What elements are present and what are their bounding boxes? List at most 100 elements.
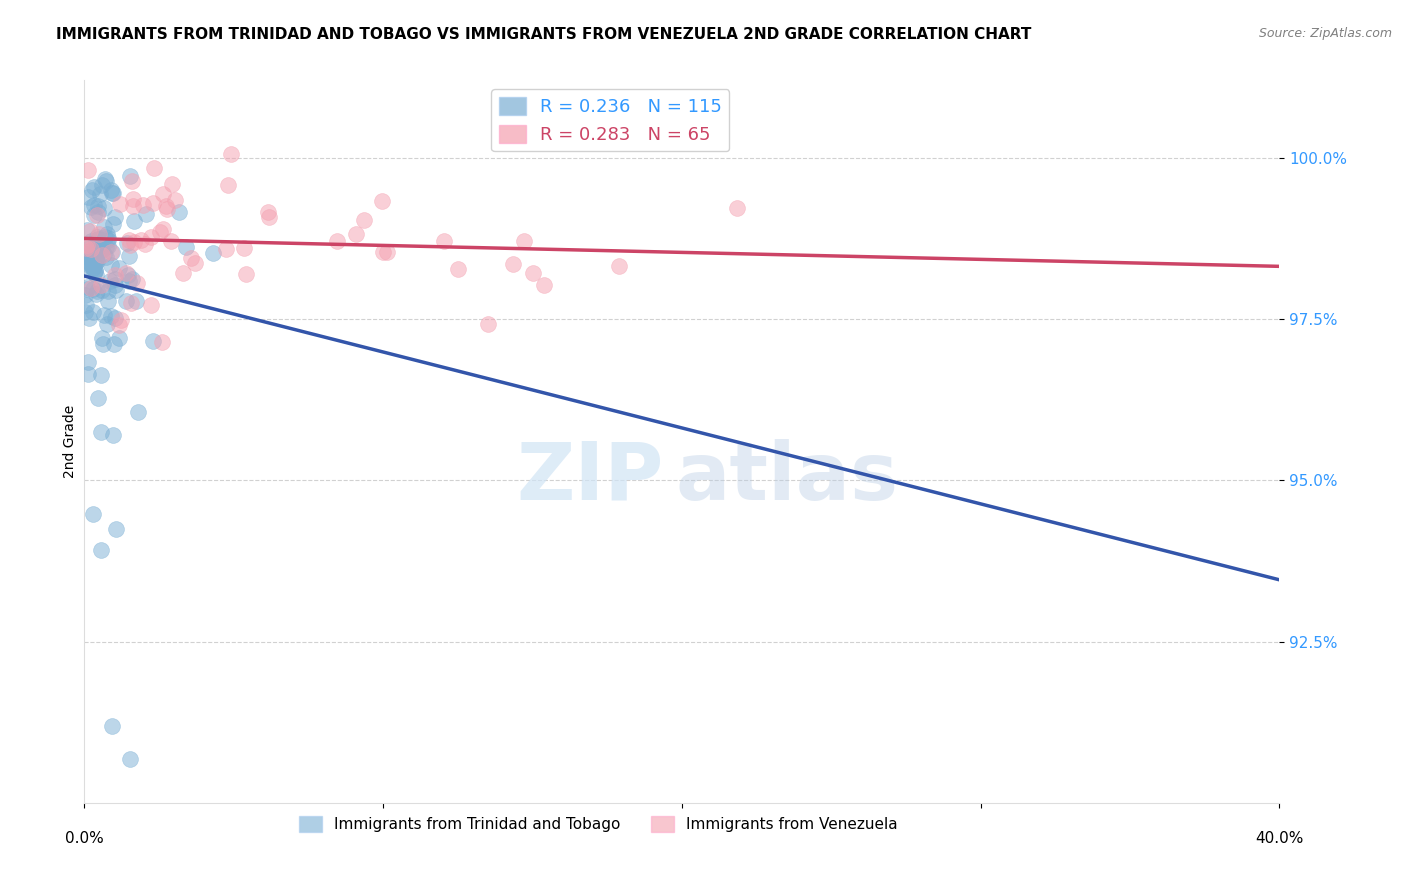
- Point: [79, 242, 101, 256]
- Point: [101, 186, 124, 200]
- Point: [522, 266, 544, 280]
- Point: [120, 237, 142, 252]
- Point: [87, 232, 110, 246]
- Point: [97, 284, 120, 298]
- Point: [607, 260, 630, 274]
- Point: [167, 205, 190, 219]
- Text: atlas: atlas: [676, 439, 898, 516]
- Point: [104, 311, 127, 326]
- Point: [219, 147, 242, 161]
- Text: Source: ZipAtlas.com: Source: ZipAtlas.com: [1258, 27, 1392, 40]
- Point: [83, 266, 105, 280]
- Point: [97, 293, 120, 308]
- Point: [375, 245, 398, 260]
- Point: [100, 186, 122, 200]
- Point: [201, 246, 224, 260]
- Point: [108, 318, 131, 332]
- Point: [90, 368, 112, 382]
- Point: [77, 368, 100, 382]
- Point: [93, 172, 115, 186]
- Point: [127, 405, 149, 419]
- Point: [82, 282, 104, 296]
- Point: [122, 214, 145, 228]
- Point: [76, 237, 98, 252]
- Point: [447, 261, 470, 276]
- Point: [174, 240, 197, 254]
- Point: [84, 268, 107, 282]
- Point: [94, 250, 117, 264]
- Point: [90, 543, 112, 558]
- Point: [142, 196, 165, 211]
- Point: [91, 243, 114, 257]
- Text: IMMIGRANTS FROM TRINIDAD AND TOBAGO VS IMMIGRANTS FROM VENEZUELA 2ND GRADE CORRE: IMMIGRANTS FROM TRINIDAD AND TOBAGO VS I…: [56, 27, 1032, 42]
- Point: [82, 507, 104, 521]
- Point: [160, 234, 183, 248]
- Point: [87, 205, 110, 219]
- Point: [533, 277, 555, 292]
- Point: [79, 256, 101, 270]
- Point: [108, 197, 131, 211]
- Point: [84, 235, 107, 249]
- Point: [93, 220, 115, 235]
- Point: [512, 234, 534, 248]
- Point: [160, 177, 183, 191]
- Point: [96, 174, 118, 188]
- Point: [83, 246, 105, 260]
- Point: [215, 242, 238, 256]
- Point: [122, 235, 145, 249]
- Point: [371, 245, 394, 260]
- Point: [96, 317, 118, 331]
- Point: [156, 202, 179, 217]
- Point: [184, 256, 207, 270]
- Point: [76, 279, 98, 293]
- Point: [115, 294, 138, 309]
- Point: [83, 258, 105, 272]
- Point: [100, 244, 122, 259]
- Point: [118, 274, 141, 288]
- Point: [77, 190, 100, 204]
- Point: [77, 163, 100, 178]
- Point: [76, 250, 98, 264]
- Point: [353, 213, 375, 227]
- Point: [101, 719, 124, 733]
- Point: [82, 261, 104, 276]
- Point: [83, 197, 105, 211]
- Point: [82, 251, 104, 265]
- Point: [502, 257, 524, 271]
- Text: ZIP: ZIP: [517, 439, 664, 516]
- Point: [90, 283, 112, 297]
- Point: [101, 217, 124, 231]
- Point: [370, 194, 392, 208]
- Point: [155, 199, 177, 213]
- Point: [98, 274, 121, 288]
- Point: [91, 336, 114, 351]
- Point: [90, 425, 112, 439]
- Point: [104, 268, 127, 283]
- Point: [117, 249, 139, 263]
- Point: [75, 298, 97, 312]
- Point: [172, 266, 194, 280]
- Point: [87, 227, 110, 241]
- Point: [79, 253, 101, 268]
- Point: [90, 248, 112, 262]
- Point: [110, 312, 132, 326]
- Point: [79, 253, 101, 268]
- Point: [76, 223, 98, 237]
- Point: [344, 227, 367, 241]
- Point: [90, 178, 112, 192]
- Point: [115, 235, 138, 250]
- Point: [97, 233, 120, 247]
- Point: [135, 207, 157, 221]
- Point: [76, 242, 98, 256]
- Text: 40.0%: 40.0%: [1256, 830, 1303, 846]
- Point: [150, 334, 173, 349]
- Point: [84, 251, 107, 265]
- Point: [122, 199, 145, 213]
- Point: [152, 221, 174, 235]
- Point: [82, 183, 104, 197]
- Point: [86, 208, 108, 222]
- Point: [94, 230, 117, 244]
- Point: [83, 209, 105, 223]
- Point: [77, 244, 100, 258]
- Point: [477, 317, 499, 331]
